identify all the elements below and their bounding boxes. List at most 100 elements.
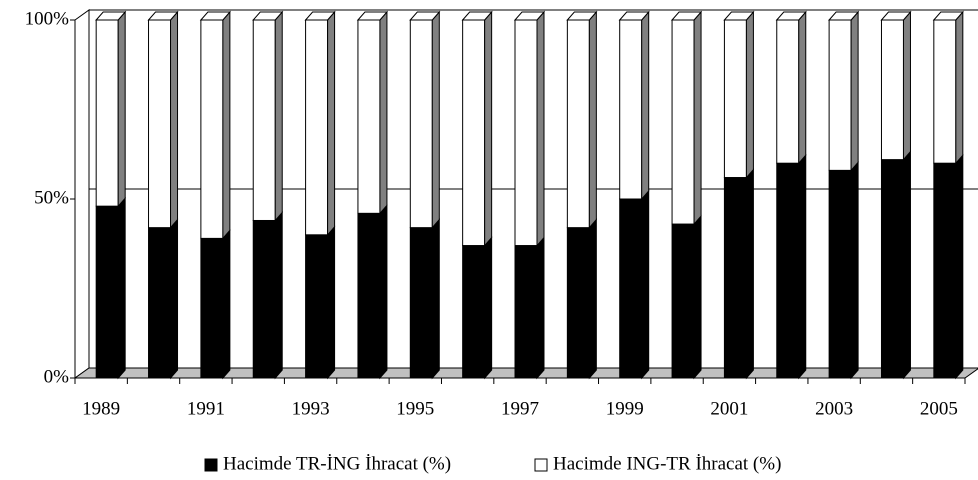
bar — [671, 223, 695, 379]
bar-side — [641, 189, 650, 380]
bar-top — [828, 11, 860, 21]
bar-side — [955, 153, 964, 380]
bar — [95, 19, 119, 207]
bar — [933, 162, 957, 379]
bar — [828, 19, 852, 171]
bar-top — [199, 11, 231, 21]
bar-side — [536, 236, 545, 380]
bar-side — [641, 10, 650, 201]
bar — [933, 19, 957, 164]
bar-top — [670, 11, 703, 21]
bar-top — [723, 11, 755, 21]
bar — [200, 237, 224, 379]
bar-side — [693, 10, 702, 226]
bar-side — [274, 10, 283, 222]
bar — [619, 19, 643, 200]
y-tick-label: 100% — [25, 8, 70, 29]
bar-side — [588, 10, 597, 229]
bar — [409, 227, 433, 379]
bar — [514, 19, 538, 247]
bar-side — [745, 168, 754, 380]
bar-top — [461, 11, 493, 21]
bar-side — [484, 236, 493, 380]
bar — [880, 19, 904, 161]
bar — [148, 19, 172, 229]
bar-side — [955, 10, 964, 165]
bar-side — [117, 196, 126, 380]
bar-side — [327, 225, 336, 380]
bar-side — [745, 10, 754, 179]
bar — [828, 169, 852, 379]
bar-side — [902, 150, 911, 380]
bar-side — [798, 10, 807, 165]
bar — [776, 162, 800, 379]
x-tick-label: 2003 — [815, 398, 853, 419]
bar-side — [170, 218, 179, 380]
bar-side — [274, 211, 283, 380]
bar-top — [618, 11, 650, 21]
bar — [514, 245, 538, 379]
bar-top — [513, 11, 546, 21]
bar-side — [693, 214, 702, 380]
bar-side — [117, 10, 126, 208]
bar-top — [775, 11, 807, 21]
bar-top — [880, 11, 912, 21]
bar — [95, 205, 119, 379]
bar — [566, 227, 590, 379]
bar-side — [902, 10, 911, 161]
bar-side — [222, 229, 231, 380]
bar — [671, 19, 695, 225]
bar-side — [536, 10, 545, 247]
bar-side — [431, 10, 440, 229]
legend-swatch — [204, 458, 218, 472]
x-tick-label: 1995 — [396, 398, 434, 419]
y-tick-label: 50% — [34, 187, 69, 208]
bar-side — [484, 10, 493, 247]
bar-side — [850, 10, 859, 172]
x-tick-label: 1989 — [82, 398, 120, 419]
bar — [305, 234, 329, 379]
bar — [200, 19, 224, 239]
bar — [723, 177, 747, 379]
bar — [462, 245, 486, 379]
x-tick-label: 1999 — [606, 398, 644, 419]
bar-side — [379, 203, 388, 380]
bar — [776, 19, 800, 164]
bar — [357, 212, 381, 379]
x-tick-label: 1993 — [292, 398, 330, 419]
legend-label: Hacimde ING-TR İhracat (%) — [553, 453, 781, 474]
legend-swatch — [534, 458, 548, 472]
bar-side — [379, 10, 388, 215]
bar-top — [252, 11, 284, 21]
bar-side — [588, 218, 597, 380]
bar — [252, 219, 276, 379]
bar-side — [431, 218, 440, 380]
bar-side — [327, 10, 336, 237]
bar — [409, 19, 433, 229]
side-wall — [74, 9, 90, 379]
bar — [723, 19, 747, 179]
x-tick-label: 1997 — [501, 398, 539, 419]
bar-top — [147, 11, 179, 21]
bar-side — [222, 10, 231, 240]
bar-top — [95, 11, 127, 21]
x-tick-label: 2005 — [920, 398, 958, 419]
bar-side — [170, 10, 179, 229]
x-tick-label: 2001 — [710, 398, 748, 419]
bar-side — [798, 153, 807, 380]
legend-label: Hacimde TR-İNG İhracat (%) — [223, 453, 451, 474]
bar — [305, 19, 329, 236]
bar — [462, 19, 486, 247]
bar — [566, 19, 590, 229]
bar-top — [409, 11, 441, 21]
bar — [357, 19, 381, 214]
y-tick-label: 0% — [44, 366, 70, 387]
bar — [252, 19, 276, 221]
bar — [880, 159, 904, 379]
bar-top — [356, 11, 389, 21]
bar — [148, 227, 172, 379]
x-tick-label: 1991 — [187, 398, 225, 419]
bar — [619, 198, 643, 379]
